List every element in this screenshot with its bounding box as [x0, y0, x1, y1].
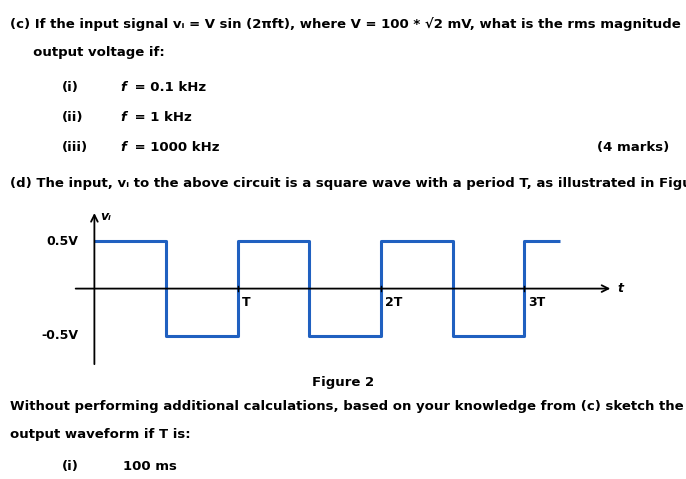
Text: (d) The input, vᵢ to the above circuit is a square wave with a period T, as illu: (d) The input, vᵢ to the above circuit i… — [10, 177, 686, 190]
Text: Without performing additional calculations, based on your knowledge from (c) ske: Without performing additional calculatio… — [10, 400, 684, 413]
Text: = 1000 kHz: = 1000 kHz — [130, 141, 220, 154]
Text: = 0.1 kHz: = 0.1 kHz — [130, 81, 206, 94]
Text: (c) If the input signal vᵢ = V sin (2πft), where V = 100 * √2 mV, what is the rm: (c) If the input signal vᵢ = V sin (2πft… — [10, 17, 686, 31]
Text: (ii): (ii) — [62, 111, 83, 124]
Text: Figure 2: Figure 2 — [312, 376, 374, 389]
Text: f: f — [120, 111, 126, 124]
Text: f: f — [120, 81, 126, 94]
Text: 100 ms: 100 ms — [123, 460, 178, 473]
Text: (iii): (iii) — [62, 141, 88, 154]
Text: (i): (i) — [62, 81, 79, 94]
Text: -0.5V: -0.5V — [42, 329, 79, 342]
Text: vᵢ: vᵢ — [100, 210, 111, 223]
Text: output waveform if T is:: output waveform if T is: — [10, 428, 191, 441]
Text: (4 marks): (4 marks) — [597, 141, 669, 154]
Text: = 1 kHz: = 1 kHz — [130, 111, 192, 124]
Text: 2T: 2T — [386, 296, 403, 309]
Text: 0.5V: 0.5V — [47, 235, 79, 248]
Text: output voltage if:: output voltage if: — [10, 46, 165, 59]
Text: 3T: 3T — [528, 296, 546, 309]
Text: T: T — [242, 296, 250, 309]
Text: f: f — [120, 141, 126, 154]
Text: (i): (i) — [62, 460, 79, 473]
Text: t: t — [617, 282, 624, 295]
